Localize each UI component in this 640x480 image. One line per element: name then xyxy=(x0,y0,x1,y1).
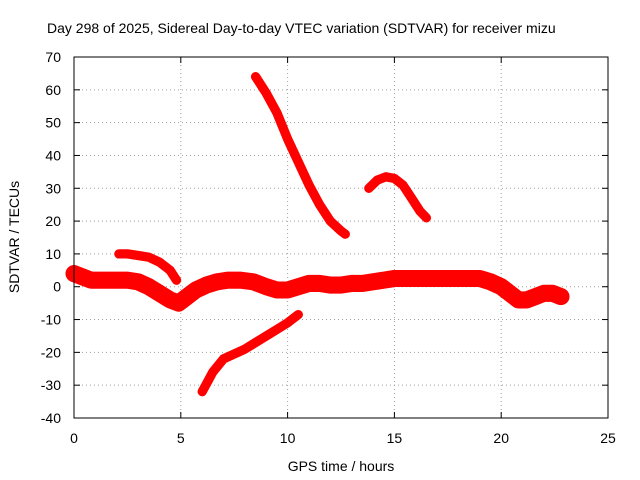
series-segment-8h-high xyxy=(250,72,350,239)
y-tick-label: -30 xyxy=(41,377,61,393)
tick-layer: 0 5 10 15 20 25 -40 -30 -20 -10 0 10 20 30 40 50 60 70 xyxy=(41,49,616,446)
x-tick-label: 0 xyxy=(70,430,78,446)
y-tick-label: 40 xyxy=(45,147,61,163)
x-tick-label: 25 xyxy=(600,430,616,446)
y-axis-label: SDTVAR / TECUs xyxy=(6,181,22,293)
y-tick-label: 70 xyxy=(45,49,61,65)
series-segment-6h-negative xyxy=(197,309,303,397)
y-tick-label: 60 xyxy=(45,82,61,98)
plot-frame xyxy=(73,56,609,419)
grid-layer xyxy=(74,57,608,418)
y-tick-label: 20 xyxy=(45,213,61,229)
series-layer xyxy=(65,72,570,397)
y-tick-label: 30 xyxy=(45,180,61,196)
x-axis-label: GPS time / hours xyxy=(288,458,395,474)
y-tick-label: 50 xyxy=(45,115,61,131)
chart-title: Day 298 of 2025, Sidereal Day-to-day VTE… xyxy=(47,20,556,36)
series-segment-14h-arc xyxy=(364,172,432,223)
y-tick-label: 0 xyxy=(53,279,61,295)
y-tick-label: -10 xyxy=(41,312,61,328)
y-tick-label: -20 xyxy=(41,344,61,360)
y-tick-label: 10 xyxy=(45,246,61,262)
x-tick-label: 5 xyxy=(177,430,185,446)
x-tick-label: 10 xyxy=(280,430,296,446)
y-tick-label: -40 xyxy=(41,410,61,426)
series-segment-2h xyxy=(114,249,182,285)
x-tick-label: 20 xyxy=(493,430,509,446)
series-main-trace xyxy=(65,265,570,312)
x-tick-label: 15 xyxy=(387,430,403,446)
